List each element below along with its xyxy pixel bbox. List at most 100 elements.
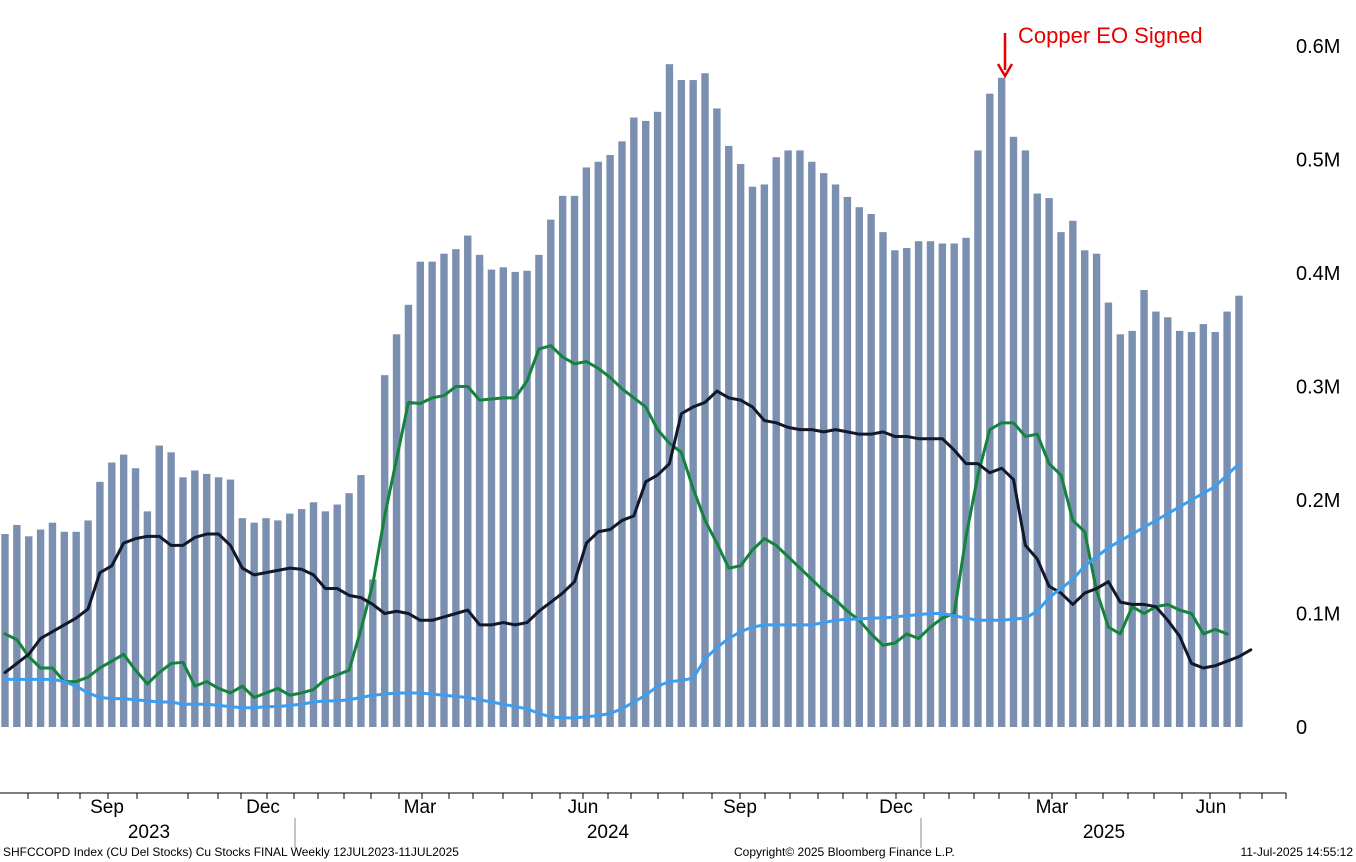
bar (831, 184, 840, 728)
y-tick-label: 0 (1296, 717, 1307, 739)
bar (962, 237, 970, 727)
y-tick-label: 0.1M (1296, 604, 1340, 626)
bar (487, 269, 496, 727)
bar (191, 470, 199, 727)
bar (511, 271, 519, 727)
bar (986, 93, 994, 728)
bar (784, 150, 792, 728)
bar (535, 254, 543, 727)
series-line-2 (3, 389, 1253, 675)
bar (369, 579, 377, 727)
bar (1009, 136, 1018, 728)
bar (618, 141, 626, 728)
bar (72, 531, 80, 727)
y-tick-label: 0.5M (1296, 150, 1340, 172)
bar (701, 73, 709, 728)
bar (475, 254, 484, 727)
y-tick-label: 0.2M (1296, 490, 1340, 512)
bar (416, 261, 424, 727)
bar (1187, 332, 1196, 727)
bar (594, 161, 602, 727)
y-tick-label: 0.4M (1296, 263, 1340, 285)
x-month-label: Dec (246, 797, 280, 818)
bar (464, 235, 472, 728)
bar (582, 167, 591, 727)
bar (404, 304, 413, 727)
bar (309, 502, 318, 727)
bar (1199, 324, 1208, 727)
bar (380, 375, 389, 727)
y-tick-label: 0.3M (1296, 377, 1340, 399)
bar (297, 509, 306, 727)
bar (1, 534, 9, 727)
annotation-label: Copper EO Signed (1018, 23, 1203, 48)
bar (167, 452, 175, 727)
bar (914, 241, 923, 727)
bar (665, 64, 674, 727)
bar (25, 536, 33, 727)
bar (286, 513, 294, 727)
bar (1164, 317, 1172, 727)
bar (333, 504, 341, 727)
bar (1140, 290, 1148, 727)
bar (938, 243, 947, 728)
x-year-label: 2023 (128, 822, 170, 843)
bar (1092, 253, 1101, 727)
bar (203, 473, 211, 727)
bar (926, 241, 935, 727)
bar (796, 150, 804, 728)
x-month-label: Jun (1196, 797, 1227, 818)
x-month-label: Sep (723, 797, 757, 818)
bar (843, 196, 852, 727)
y-tick-label: 0.6M (1296, 36, 1340, 58)
footer-copyright: Copyright© 2025 Bloomberg Finance L.P. (734, 845, 955, 859)
bar (1033, 193, 1041, 728)
bar (642, 120, 650, 727)
bar (155, 445, 163, 727)
bar (570, 195, 579, 727)
x-month-label: Mar (404, 797, 437, 818)
bar (36, 529, 45, 727)
bar (321, 511, 330, 727)
bar (96, 481, 104, 727)
series-line-1 (3, 344, 1229, 699)
bar (250, 522, 258, 727)
y-axis: 0 0.1M 0.2M 0.3M 0.4M 0.5M 0.6M (1296, 36, 1340, 739)
bar (428, 261, 436, 727)
bar (630, 117, 638, 727)
bar (558, 195, 567, 727)
series-line-3 (3, 462, 1241, 720)
bar (997, 77, 1006, 727)
bar (262, 518, 270, 727)
bar (653, 111, 662, 727)
bar (392, 334, 401, 727)
bar (357, 475, 365, 727)
bar (119, 454, 128, 727)
bar (238, 518, 246, 727)
bar (60, 531, 69, 727)
bar (855, 207, 863, 728)
bar (179, 477, 187, 727)
bar (143, 511, 152, 727)
annotation: Copper EO Signed (996, 23, 1203, 79)
x-month-label: Dec (879, 797, 913, 818)
bar (713, 108, 721, 728)
bar (606, 154, 614, 727)
bar (1104, 302, 1113, 727)
bar (1235, 295, 1243, 727)
line-series-group (3, 344, 1253, 720)
bar (808, 161, 816, 727)
bar (226, 479, 235, 727)
bar (974, 150, 982, 728)
x-month-label: Sep (90, 797, 124, 818)
bar (677, 80, 686, 728)
bar (1069, 220, 1077, 728)
bar (1211, 332, 1219, 727)
bar (867, 213, 875, 728)
bar (1081, 250, 1089, 728)
bar (214, 477, 223, 727)
x-year-label: 2024 (587, 822, 630, 843)
bar (736, 164, 745, 728)
bar (903, 248, 911, 727)
